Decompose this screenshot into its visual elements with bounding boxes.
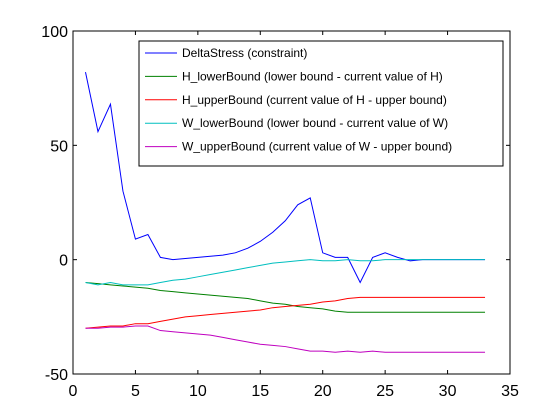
x-tick-label: 10 (189, 383, 207, 400)
legend: DeltaStress (constraint) H_lowerBound (lo… (138, 40, 504, 167)
x-tick-label: 15 (251, 383, 269, 400)
series-line-3 (85, 296, 486, 329)
x-tick-label: 30 (439, 383, 457, 400)
x-tick-label: 20 (314, 383, 332, 400)
legend-label: W_lowerBound (lower bound - current valu… (182, 116, 448, 130)
series-layer (85, 72, 486, 353)
x-tick-label: 5 (131, 383, 140, 400)
legend-box (138, 40, 504, 167)
series-line-5 (85, 325, 486, 353)
plot-frame (72, 30, 511, 375)
x-tick-label: 25 (376, 383, 394, 400)
y-tick-label: 0 (59, 253, 68, 270)
y-tick-label: 50 (50, 138, 68, 155)
x-tick-label: 0 (69, 383, 78, 400)
legend-label: W_upperBound (current value of W - upper… (182, 140, 452, 154)
legend-label: H_upperBound (current value of H - upper… (182, 93, 447, 107)
y-tick-label: -50 (45, 367, 68, 384)
legend-label: H_lowerBound (lower bound - current valu… (182, 69, 443, 83)
x-tick-label: 35 (501, 383, 519, 400)
series-line-4 (85, 259, 486, 286)
y-tick-label: 100 (41, 24, 68, 41)
series-line-2 (85, 282, 486, 313)
legend-label: DeltaStress (constraint) (182, 46, 307, 60)
